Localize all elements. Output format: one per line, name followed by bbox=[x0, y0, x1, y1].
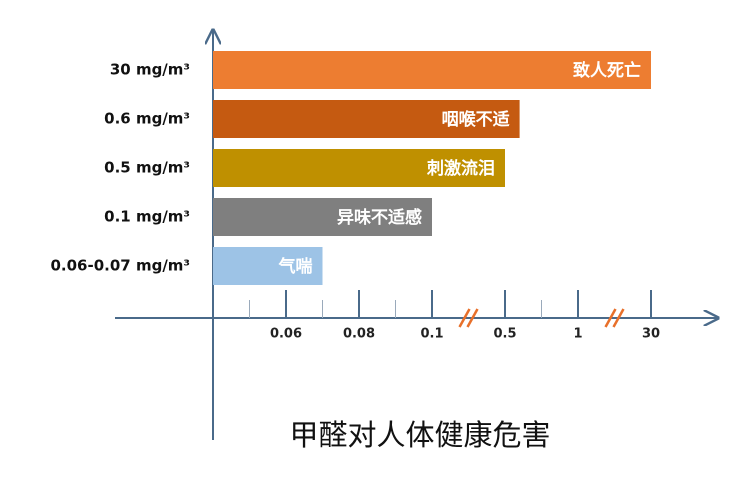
bar bbox=[213, 247, 323, 285]
bar bbox=[213, 198, 432, 236]
y-tick-label: 0.5 mg/m³ bbox=[104, 159, 190, 177]
chart-title: 甲醛对人体健康危害 bbox=[289, 418, 550, 452]
y-tick-label: 0.6 mg/m³ bbox=[104, 110, 190, 128]
bar-label: 异味不适感 bbox=[337, 207, 422, 228]
bar-label: 致人死亡 bbox=[573, 60, 641, 81]
axis-break bbox=[604, 308, 617, 328]
bar-label: 气喘 bbox=[278, 256, 313, 277]
x-tick-label: 0.06 bbox=[270, 327, 302, 342]
bar bbox=[213, 100, 520, 138]
bar bbox=[213, 51, 651, 89]
axis-break bbox=[466, 308, 479, 328]
y-tick-label: 0.1 mg/m³ bbox=[104, 208, 190, 226]
bar-label: 刺激流泪 bbox=[427, 158, 495, 179]
y-tick-label: 0.06-0.07 mg/m³ bbox=[50, 257, 190, 275]
x-tick-label: 1 bbox=[573, 327, 582, 342]
x-tick-label: 0.5 bbox=[493, 327, 516, 342]
y-tick-label: 30 mg/m³ bbox=[110, 61, 190, 79]
axis-break bbox=[612, 308, 625, 328]
x-tick-label: 0.1 bbox=[420, 327, 443, 342]
axis-break bbox=[458, 308, 471, 328]
x-tick-label: 0.08 bbox=[343, 327, 375, 342]
bar-label: 咽喉不适 bbox=[442, 109, 510, 130]
x-tick-label: 30 bbox=[642, 327, 660, 342]
bar bbox=[213, 149, 505, 187]
